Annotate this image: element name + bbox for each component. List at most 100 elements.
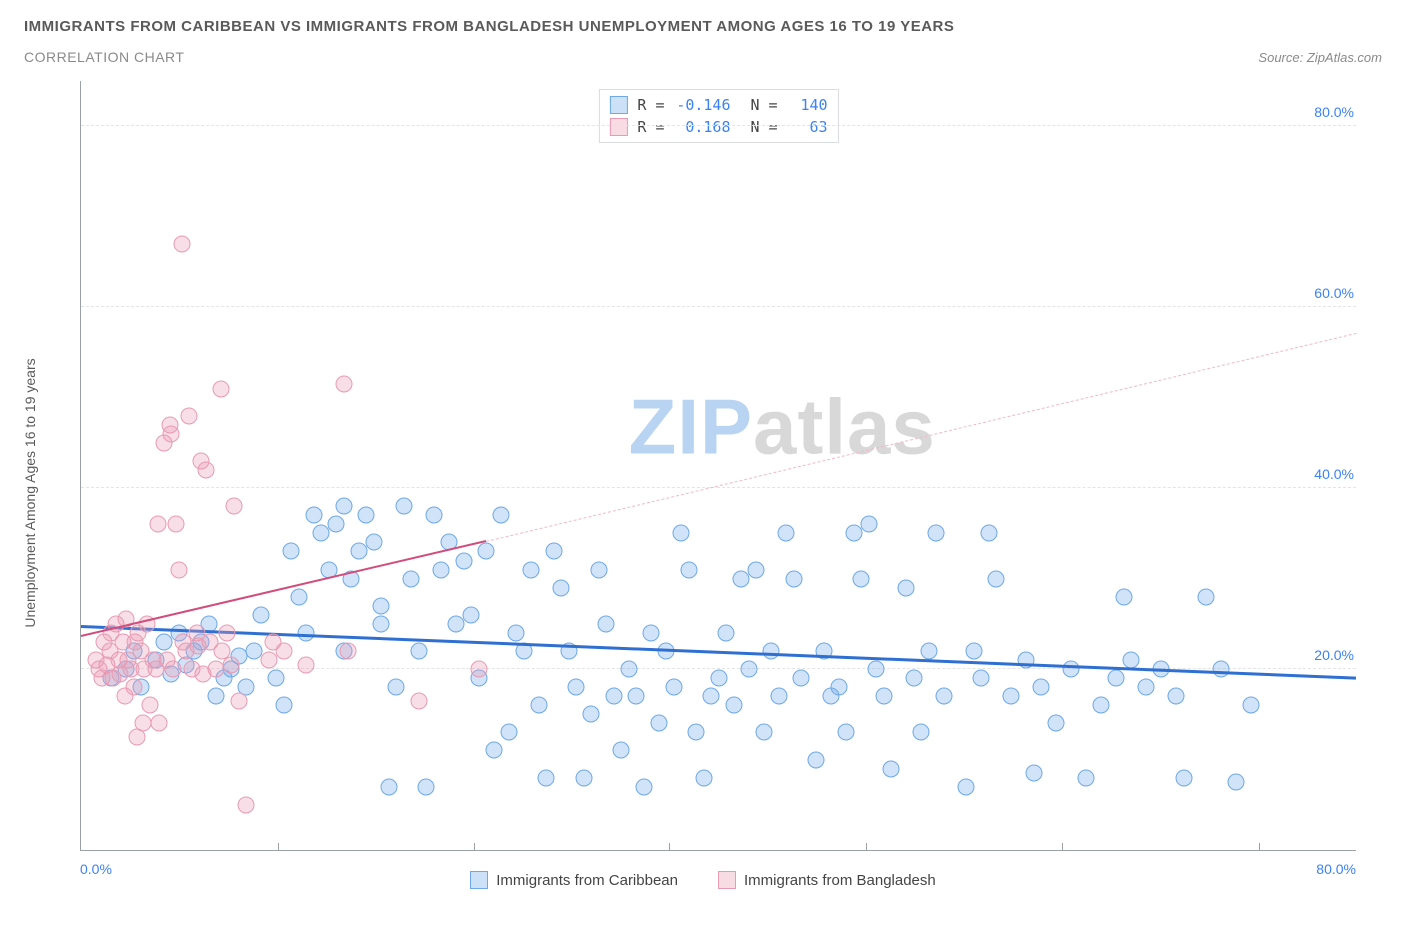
data-point — [553, 579, 570, 596]
data-point — [688, 724, 705, 741]
data-point — [151, 715, 168, 732]
x-tick — [1259, 843, 1260, 851]
data-point — [1175, 769, 1192, 786]
data-point — [298, 656, 315, 673]
data-point — [973, 670, 990, 687]
legend-swatch — [718, 871, 736, 889]
data-point — [223, 656, 240, 673]
data-point — [913, 724, 930, 741]
y-axis-label: Unemployment Among Ages 16 to 19 years — [22, 358, 38, 627]
data-point — [1025, 765, 1042, 782]
watermark-zip: ZIP — [629, 383, 753, 471]
data-point — [218, 624, 235, 641]
legend-n-value: 140 — [788, 96, 828, 114]
data-point — [905, 670, 922, 687]
legend-r-value: 0.168 — [675, 118, 731, 136]
data-point — [313, 525, 330, 542]
data-point — [455, 552, 472, 569]
chart-subtitle: CORRELATION CHART — [24, 49, 184, 65]
legend-r-label: R = — [637, 96, 664, 114]
data-point — [163, 425, 180, 442]
data-point — [643, 624, 660, 641]
y-tick-label: 40.0% — [1314, 466, 1354, 482]
y-tick-label: 20.0% — [1314, 647, 1354, 663]
data-point — [305, 507, 322, 524]
x-tick-label: 0.0% — [80, 861, 112, 877]
data-point — [290, 588, 307, 605]
data-point — [875, 688, 892, 705]
data-point — [283, 543, 300, 560]
data-point — [1213, 661, 1230, 678]
stats-legend-box: R = -0.146 N = 140 R =0.168N =63 — [598, 89, 838, 143]
data-point — [1063, 661, 1080, 678]
data-point — [523, 561, 540, 578]
legend-swatch — [609, 96, 627, 114]
data-point — [197, 462, 214, 479]
data-point — [845, 525, 862, 542]
data-point — [1108, 670, 1125, 687]
legend-r-value: -0.146 — [675, 96, 731, 114]
legend-swatch — [470, 871, 488, 889]
source-label: Source: — [1258, 50, 1303, 65]
data-point — [1138, 679, 1155, 696]
data-point — [173, 235, 190, 252]
data-point — [358, 507, 375, 524]
data-point — [793, 670, 810, 687]
data-point — [755, 724, 772, 741]
x-tick — [866, 843, 867, 851]
y-tick-label: 60.0% — [1314, 285, 1354, 301]
data-point — [275, 697, 292, 714]
data-point — [1228, 774, 1245, 791]
data-point — [226, 498, 243, 515]
data-point — [340, 642, 357, 659]
gridline — [81, 306, 1356, 307]
data-point — [770, 688, 787, 705]
data-point — [568, 679, 585, 696]
data-point — [928, 525, 945, 542]
x-tick — [278, 843, 279, 851]
data-point — [230, 692, 247, 709]
data-point — [388, 679, 405, 696]
data-point — [718, 624, 735, 641]
legend-stat-row: R =0.168N =63 — [609, 116, 827, 138]
data-point — [613, 742, 630, 759]
data-point — [860, 516, 877, 533]
data-point — [710, 670, 727, 687]
data-point — [778, 525, 795, 542]
legend-n-label: N = — [751, 96, 778, 114]
data-point — [493, 507, 510, 524]
source-attribution: Source: ZipAtlas.com — [1258, 50, 1382, 65]
data-point — [212, 380, 229, 397]
legend-swatch — [609, 118, 627, 136]
data-point — [868, 661, 885, 678]
data-point — [134, 715, 151, 732]
data-point — [167, 516, 184, 533]
data-point — [628, 688, 645, 705]
data-point — [149, 516, 166, 533]
gridline — [81, 125, 1356, 126]
data-point — [725, 697, 742, 714]
data-point — [665, 679, 682, 696]
watermark: ZIPatlas — [629, 382, 936, 473]
legend-stat-row: R = -0.146 N = 140 — [609, 94, 827, 116]
plot-area: ZIPatlas R = -0.146 N = 140 R =0.168N =63 20… — [80, 81, 1356, 851]
data-point — [590, 561, 607, 578]
data-point — [365, 534, 382, 551]
data-point — [380, 778, 397, 795]
legend-item: Immigrants from Caribbean — [470, 871, 678, 889]
data-point — [583, 706, 600, 723]
data-point — [575, 769, 592, 786]
data-point — [425, 507, 442, 524]
data-point — [1033, 679, 1050, 696]
data-point — [980, 525, 997, 542]
data-point — [170, 561, 187, 578]
data-point — [740, 661, 757, 678]
correlation-chart: Unemployment Among Ages 16 to 19 years Z… — [24, 75, 1382, 895]
data-point — [853, 570, 870, 587]
x-tick — [474, 843, 475, 851]
data-point — [395, 498, 412, 515]
data-point — [1115, 588, 1132, 605]
data-point — [538, 769, 555, 786]
data-point — [1093, 697, 1110, 714]
x-tick — [1062, 843, 1063, 851]
